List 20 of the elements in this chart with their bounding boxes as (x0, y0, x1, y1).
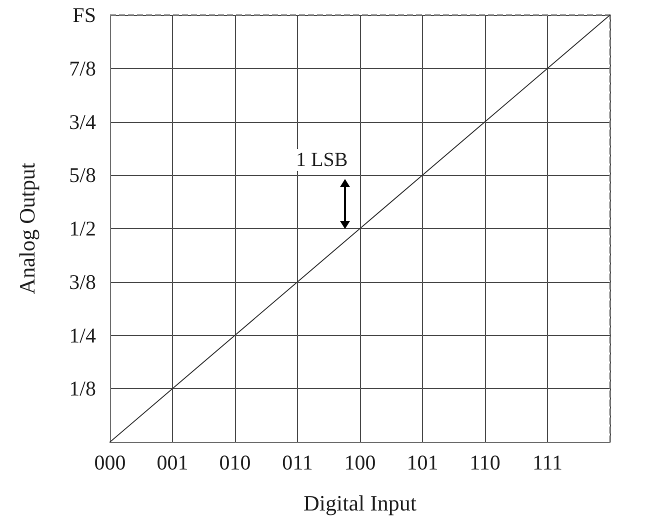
y-tick-label: 5/8 (69, 163, 96, 188)
x-tick-label: 111 (532, 450, 562, 474)
x-tick-label: 101 (406, 450, 438, 474)
y-tick-label: 7/8 (69, 56, 96, 80)
x-tick-label: 100 (344, 450, 376, 474)
y-tick-label: 1/8 (69, 376, 96, 401)
annotation: 1 LSB (294, 149, 350, 171)
y-tick-label: 3/4 (69, 110, 96, 134)
y-tick-label: 1/2 (69, 216, 96, 240)
line-series (110, 14, 610, 442)
x-tick-label: 010 (219, 450, 251, 474)
y-tick-label: 1/4 (69, 323, 96, 348)
x-tick-label: 001 (156, 450, 188, 474)
y-tick-label: 3/8 (69, 270, 96, 294)
x-tick-label: 000 (94, 450, 126, 474)
x-tick-label: 110 (470, 450, 500, 474)
x-axis-title: Digital Input (303, 490, 417, 516)
y-tick-label: FS (72, 3, 96, 27)
x-tick-label: 011 (282, 450, 313, 474)
y-axis-title: Analog Output (14, 162, 40, 294)
